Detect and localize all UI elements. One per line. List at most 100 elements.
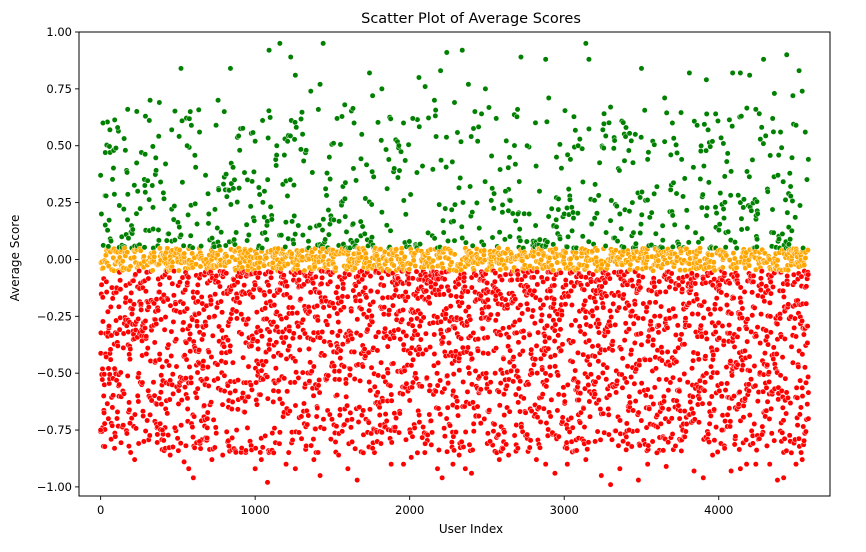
- red-point-2542: [749, 312, 756, 319]
- red-point-2529: [746, 353, 753, 360]
- red-point-319: [184, 305, 190, 312]
- red-point-1364: [452, 429, 459, 435]
- red-point-2728: [800, 423, 807, 430]
- green-point-119: [215, 186, 222, 193]
- red-point-2074: [632, 301, 638, 308]
- red-point-37: [107, 346, 114, 353]
- red-point-443: [214, 361, 221, 368]
- red-point-1806: [562, 277, 569, 284]
- red-point-2604: [766, 369, 772, 376]
- red-point-1409: [462, 429, 469, 435]
- red-point-2471: [732, 433, 739, 440]
- green-point-486: [602, 133, 609, 139]
- red-point-1081: [384, 370, 391, 376]
- green-point-71: [157, 179, 164, 185]
- red-point-30: [105, 365, 112, 372]
- red-point-177: [144, 345, 151, 352]
- orange-point-364: [332, 264, 339, 271]
- green-point-605: [718, 134, 724, 141]
- green-point-61: [150, 204, 156, 211]
- green-point-358: [468, 133, 475, 140]
- red-point-2327: [696, 395, 703, 402]
- red-point-2415: [718, 393, 725, 400]
- red-point-2014: [616, 304, 622, 311]
- red-point-1861: [577, 390, 584, 397]
- red-point-2217: [669, 431, 676, 437]
- red-point-2368: [707, 311, 714, 318]
- red-point-410: [204, 364, 211, 371]
- red-point-804: [310, 392, 317, 399]
- orange-point-926: [723, 252, 730, 259]
- green-point-556: [670, 135, 677, 142]
- green-point-492: [610, 145, 617, 152]
- red-point-1564: [501, 429, 508, 436]
- red-point-2226: [672, 348, 679, 355]
- red-point-409: [204, 409, 211, 416]
- green-point-7: [104, 227, 111, 234]
- green-point-440: [556, 141, 563, 148]
- red-point-1715: [539, 391, 546, 398]
- red-point-295: [178, 422, 185, 429]
- red-point-1559: [500, 355, 507, 362]
- red-point-2045: [624, 281, 631, 288]
- green-point-684: [785, 241, 792, 248]
- green-point-444: [562, 107, 568, 114]
- red-point-2398: [714, 449, 721, 455]
- green-point-100: [191, 152, 198, 159]
- green-point-784: [729, 70, 736, 76]
- red-point-1415: [464, 388, 471, 395]
- red-point-1048: [376, 412, 383, 418]
- red-point-527: [236, 299, 243, 306]
- red-point-160: [140, 413, 147, 419]
- red-point-1996: [610, 300, 617, 307]
- red-point-2247: [677, 336, 683, 343]
- green-point-347: [452, 201, 458, 208]
- red-point-2147: [651, 313, 658, 320]
- green-point-766: [586, 56, 592, 63]
- red-point-518: [234, 315, 240, 322]
- red-point-221: [156, 351, 163, 358]
- red-point-1095: [388, 439, 395, 446]
- red-point-1932: [595, 358, 602, 365]
- red-point-198: [151, 392, 158, 399]
- green-point-526: [638, 134, 645, 141]
- green-point-513: [626, 130, 633, 137]
- red-point-1605: [511, 432, 518, 439]
- red-point-155: [139, 379, 146, 386]
- red-point-1827: [569, 302, 575, 308]
- red-point-830: [316, 389, 323, 396]
- orange-point-283: [284, 261, 291, 268]
- red-point-1537: [494, 311, 501, 318]
- red-point-1310: [440, 334, 447, 341]
- red-point-279: [173, 336, 180, 343]
- red-point-107: [127, 356, 133, 363]
- green-point-31: [124, 169, 130, 176]
- red-point-1592: [508, 277, 515, 283]
- red-point-2105: [640, 315, 647, 322]
- red-point-2198: [664, 324, 671, 331]
- red-point-1212: [416, 323, 423, 329]
- red-point-2024: [619, 384, 626, 391]
- green-point-780: [694, 122, 701, 129]
- red-point-60: [113, 377, 120, 384]
- red-point-471: [221, 372, 228, 379]
- red-point-8: [99, 365, 106, 372]
- red-point-2100: [637, 330, 644, 337]
- red-point-1735: [544, 275, 551, 282]
- red-point-951: [349, 335, 356, 342]
- red-point-2239: [675, 402, 682, 409]
- green-point-487: [603, 229, 610, 236]
- red-point-2838: [774, 477, 781, 484]
- red-point-1891: [585, 382, 592, 388]
- red-point-1223: [419, 350, 426, 357]
- red-point-730: [290, 330, 297, 337]
- red-point-919: [340, 304, 347, 311]
- red-point-2214: [668, 270, 675, 277]
- red-point-684: [277, 352, 284, 359]
- red-point-2042: [623, 420, 630, 427]
- green-point-146: [239, 125, 246, 132]
- red-point-2568: [757, 287, 764, 293]
- green-point-512: [626, 208, 633, 215]
- red-point-727: [289, 335, 296, 342]
- red-point-1970: [604, 364, 610, 371]
